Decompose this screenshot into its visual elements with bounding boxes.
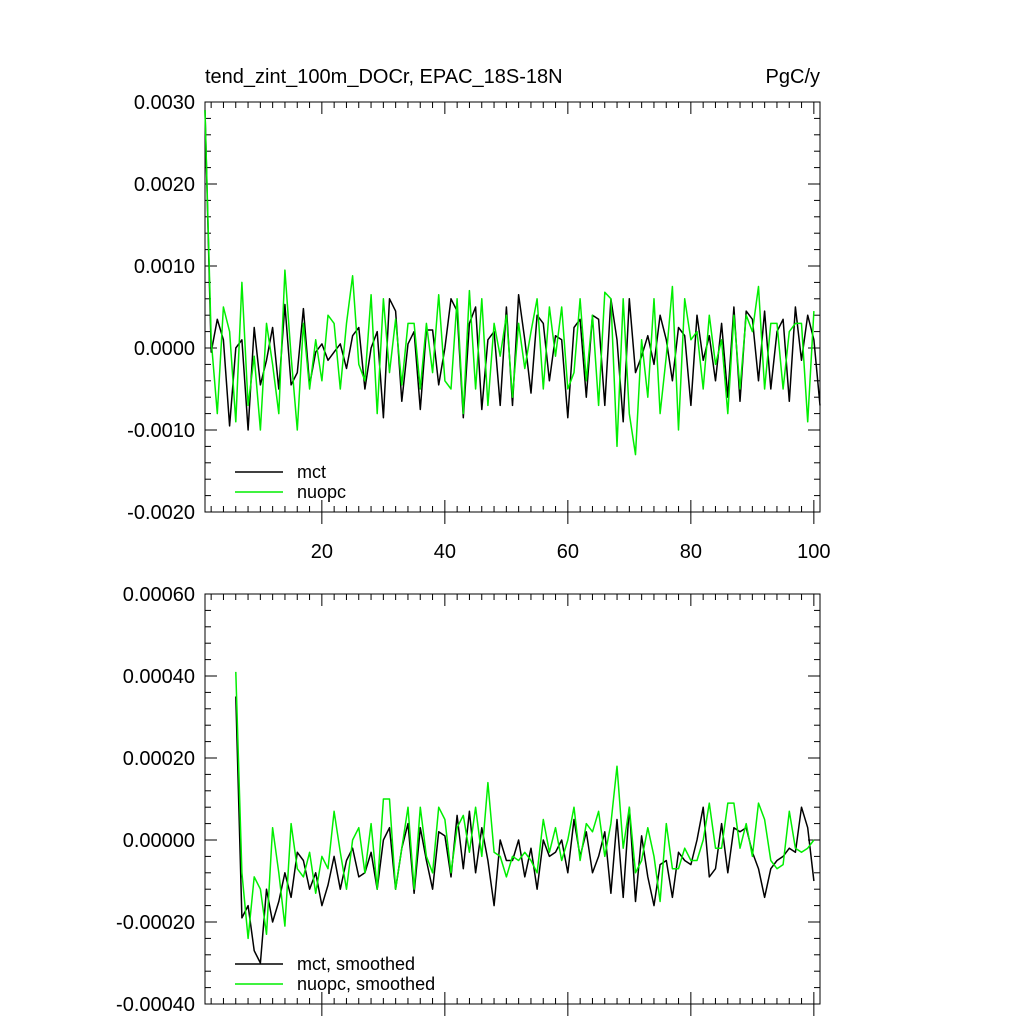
units-label: PgC/y xyxy=(766,66,820,88)
series-line-nuopc xyxy=(204,110,815,456)
y-tick-label: 0.00000 xyxy=(123,830,195,852)
series-line-mct xyxy=(204,110,821,431)
x-tick-labels: 20 40 60 80 100 xyxy=(311,541,831,563)
y-tick-label: 0.0000 xyxy=(134,338,195,360)
series-lines xyxy=(204,110,821,456)
y-tick-labels: -0.00040 -0.00020 0.00000 0.00020 0.00040 0.0… xyxy=(116,584,195,1016)
plot-frame xyxy=(204,593,821,1005)
y-tick-label: 0.00020 xyxy=(123,748,195,770)
top-panel: tend_zint_100m_DOCr, EPAC_18S-18N PgC/y … xyxy=(127,66,830,563)
axis-ticks xyxy=(205,593,820,1016)
legend-label: mct, smoothed xyxy=(297,954,415,974)
y-tick-label: 0.0020 xyxy=(134,174,195,196)
chart-title: tend_zint_100m_DOCr, EPAC_18S-18N xyxy=(205,66,563,88)
y-tick-label: -0.0020 xyxy=(127,502,195,524)
series-line-nuopc-smoothed xyxy=(235,671,815,940)
y-tick-label: 0.0030 xyxy=(134,92,195,114)
x-tick-label: 20 xyxy=(311,541,333,563)
legend-label: mct xyxy=(297,462,326,482)
x-tick-label: 60 xyxy=(557,541,579,563)
plot-frame xyxy=(204,101,821,513)
y-tick-label: -0.0010 xyxy=(127,420,195,442)
axis-ticks xyxy=(205,101,820,524)
y-tick-label: -0.00040 xyxy=(116,994,195,1016)
x-tick-label: 80 xyxy=(680,541,702,563)
y-tick-label: 0.00060 xyxy=(123,584,195,606)
bottom-panel: -0.00040 -0.00020 0.00000 0.00020 0.00040 0.0… xyxy=(116,584,821,1016)
x-tick-label: 40 xyxy=(434,541,456,563)
y-tick-label: 0.00040 xyxy=(123,666,195,688)
legend-label: nuopc, smoothed xyxy=(297,974,435,994)
y-tick-label: -0.00020 xyxy=(116,912,195,934)
y-tick-label: 0.0010 xyxy=(134,256,195,278)
series-line-mct-smoothed xyxy=(235,696,815,964)
y-tick-labels: -0.0020 -0.0010 0.0000 0.0010 0.0020 0.0030 xyxy=(127,92,195,524)
x-tick-label: 100 xyxy=(797,541,830,563)
series-lines xyxy=(235,671,815,964)
legend-label: nuopc xyxy=(297,482,346,502)
